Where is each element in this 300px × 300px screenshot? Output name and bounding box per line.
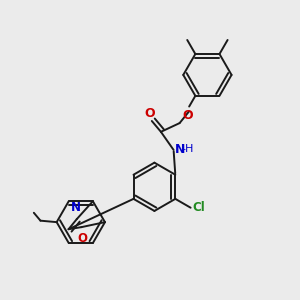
Text: O: O [78, 232, 88, 245]
Text: N: N [175, 143, 185, 156]
Text: Cl: Cl [192, 201, 205, 214]
Text: -H: -H [182, 144, 194, 154]
Text: N: N [70, 202, 80, 214]
Text: O: O [144, 106, 155, 119]
Text: O: O [182, 109, 193, 122]
